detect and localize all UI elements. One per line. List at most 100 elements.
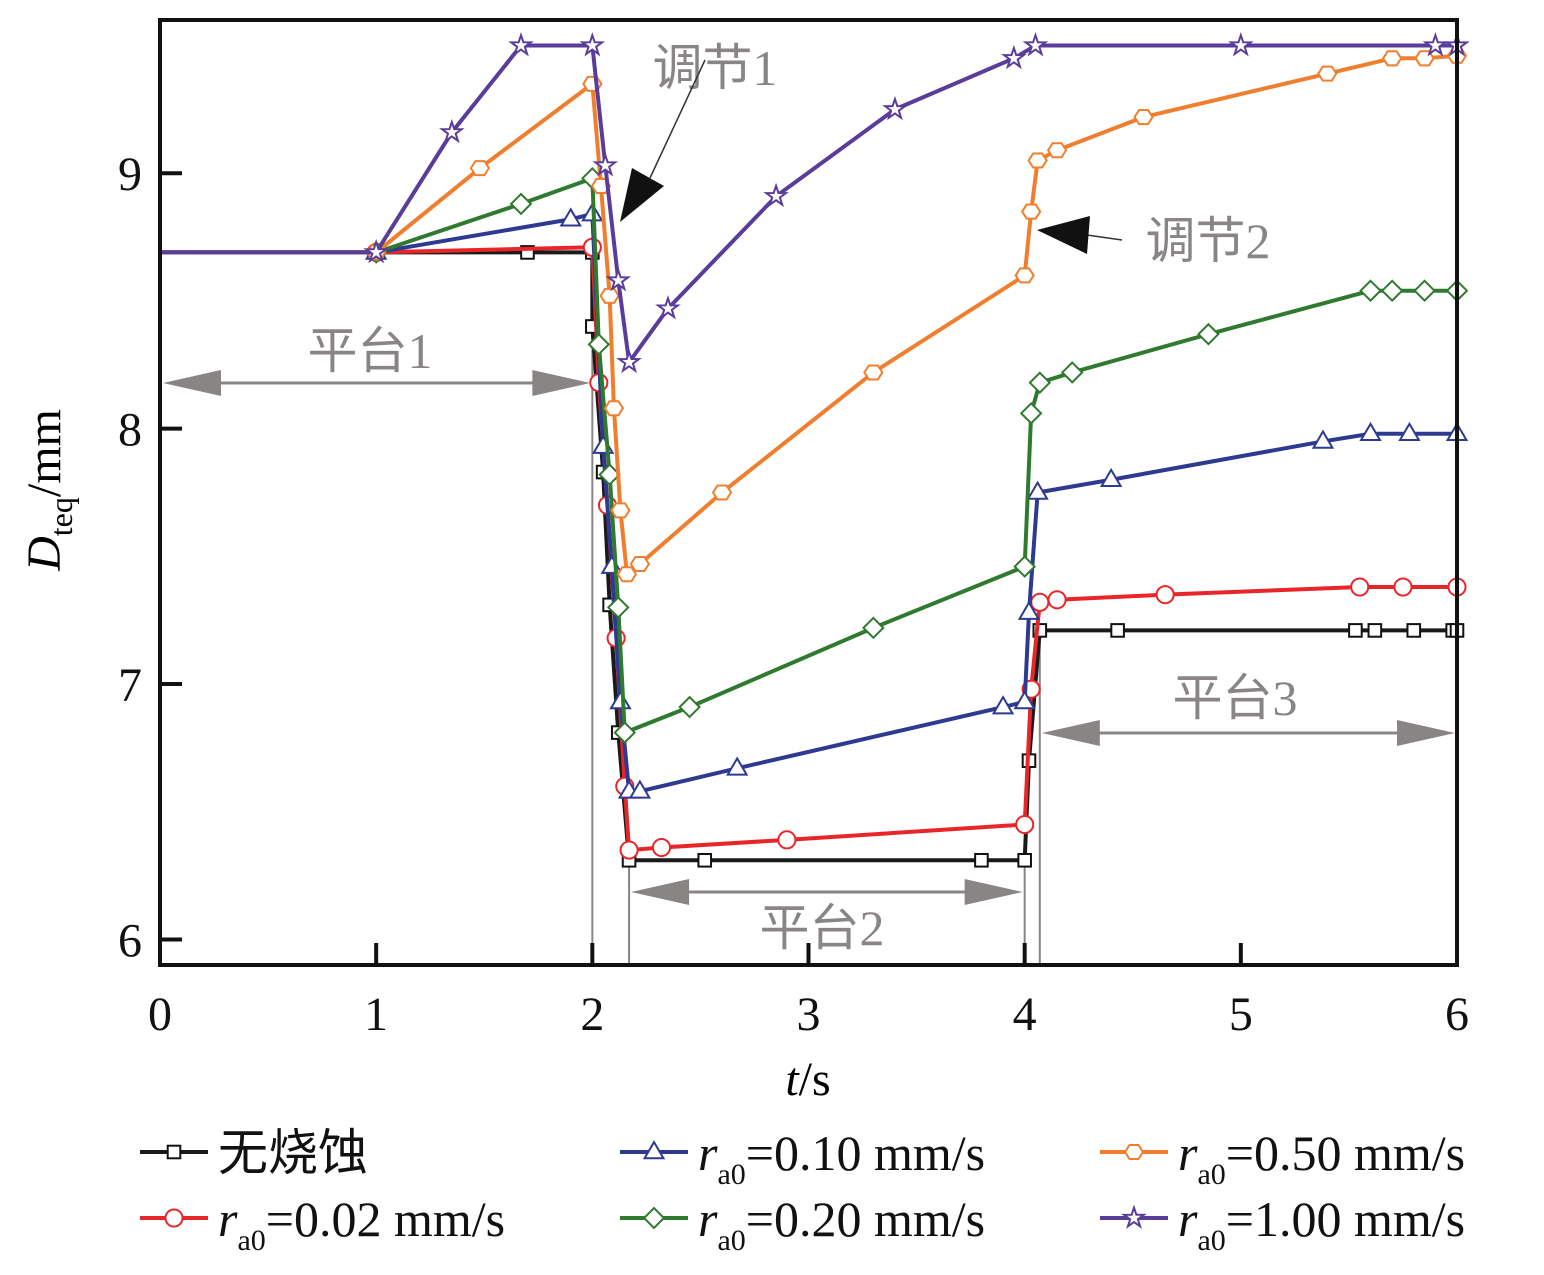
hexagon-marker (1014, 267, 1035, 284)
plateau3-arrow (1041, 720, 1455, 746)
star-marker (438, 118, 465, 144)
x-tick-label: 1 (364, 988, 388, 1041)
square-marker (1017, 852, 1032, 868)
x-tick-label: 2 (580, 988, 604, 1041)
circle-marker (1155, 585, 1175, 605)
plot-frame (158, 18, 1459, 967)
diamond-marker (613, 721, 637, 744)
plateau2-arrow (631, 879, 1023, 905)
hexagon-marker (1027, 152, 1048, 169)
square-marker (1110, 623, 1125, 638)
hexagon-marker (629, 555, 651, 573)
circle-marker (619, 840, 639, 860)
star-marker (508, 32, 534, 57)
legend-label: ra0=1.00 mm/s (1178, 1191, 1465, 1257)
diamond-marker (606, 596, 630, 619)
star-marker (616, 348, 642, 374)
hexagon-marker (1133, 109, 1154, 126)
triangle-marker (1311, 429, 1335, 449)
legend-label: ra0=0.20 mm/s (698, 1191, 985, 1257)
circle-marker (1047, 590, 1067, 610)
diamond-marker (862, 616, 885, 640)
triangle-marker (628, 779, 652, 799)
triangle-marker (1099, 467, 1123, 488)
circle-marker (164, 1208, 184, 1228)
triangle-marker (1359, 421, 1382, 442)
square-marker (974, 852, 989, 868)
series-3 (160, 167, 1469, 744)
x-tick-label: 4 (1013, 988, 1037, 1041)
legend-label: ra0=0.02 mm/s (218, 1191, 505, 1257)
arrow-head-right (1397, 720, 1455, 746)
star-marker (1001, 44, 1027, 70)
adjust2-arrowhead (1037, 216, 1090, 254)
adjust2-label: 调节2 (1146, 213, 1271, 269)
annotations: 平台1 平台2 平台3 调节1 调节2 (163, 40, 1455, 965)
hexagon-marker (616, 566, 638, 583)
x-tick-label: 5 (1229, 988, 1253, 1041)
circle-marker (777, 830, 797, 850)
adjust1-arrowhead (620, 168, 664, 222)
hexagon-marker (603, 400, 625, 417)
hexagon-marker (711, 484, 733, 501)
hexagon-marker (1381, 50, 1403, 67)
series-4 (160, 47, 1468, 583)
diamond-marker (1060, 361, 1084, 384)
triangle-marker (1013, 690, 1036, 710)
plateau3-label: 平台3 (1173, 670, 1298, 726)
diamond-marker (509, 192, 533, 216)
arrow-head-left (1041, 720, 1100, 746)
square-marker (1367, 623, 1383, 638)
hexagon-marker (469, 160, 491, 177)
legend-item: ra0=1.00 mm/s (1100, 1191, 1465, 1257)
adjust1-label: 调节1 (653, 40, 778, 96)
diamond-marker (1197, 322, 1220, 346)
diamond-marker (1359, 279, 1382, 303)
arrow-head-right (532, 370, 591, 396)
arrow-head-left (631, 879, 690, 905)
star-marker (579, 32, 606, 57)
star-marker (655, 295, 681, 320)
series-line (160, 43, 1457, 365)
triangle-marker (600, 554, 623, 574)
hexagon-marker (1020, 203, 1042, 220)
triangle-marker (991, 695, 1015, 715)
diamond-marker (1380, 279, 1404, 303)
series-line (160, 53, 1458, 577)
hexagon-marker (1317, 65, 1338, 82)
hexagon-marker (863, 364, 884, 381)
square-marker (1348, 623, 1363, 638)
triangle-marker (725, 756, 749, 776)
arrow-head-left (163, 370, 221, 396)
star-marker (763, 182, 789, 208)
circle-marker (651, 837, 672, 858)
plateau2-label: 平台2 (760, 900, 885, 956)
y-tick-label: 9 (118, 148, 142, 201)
triangle-marker (1398, 421, 1421, 442)
diamond-marker (678, 695, 701, 719)
hexagon-marker (610, 502, 631, 519)
star-marker (1121, 1204, 1147, 1229)
hexagon-marker (1046, 142, 1068, 159)
x-tick-label: 0 (148, 988, 172, 1041)
diamond-marker (1013, 555, 1036, 578)
triangle-marker (1026, 480, 1049, 500)
x-tick-label: 3 (797, 988, 821, 1041)
y-tick-label: 6 (118, 914, 142, 967)
legend-item: ra0=0.02 mm/s (140, 1191, 505, 1257)
star-marker (363, 238, 389, 264)
star-marker (1228, 32, 1254, 57)
legend-label: ra0=0.10 mm/s (698, 1125, 985, 1191)
diamond-marker (587, 333, 611, 356)
star-marker (1422, 32, 1449, 57)
circle-marker (1030, 592, 1050, 612)
circle-marker (1393, 577, 1413, 597)
star-marker (882, 95, 908, 121)
legend-item: ra0=0.20 mm/s (620, 1191, 985, 1257)
square-marker (1406, 623, 1422, 638)
plateau1-arrow (163, 370, 591, 396)
diamond-marker (642, 1206, 666, 1230)
x-axis-label: t/s (785, 1053, 830, 1106)
